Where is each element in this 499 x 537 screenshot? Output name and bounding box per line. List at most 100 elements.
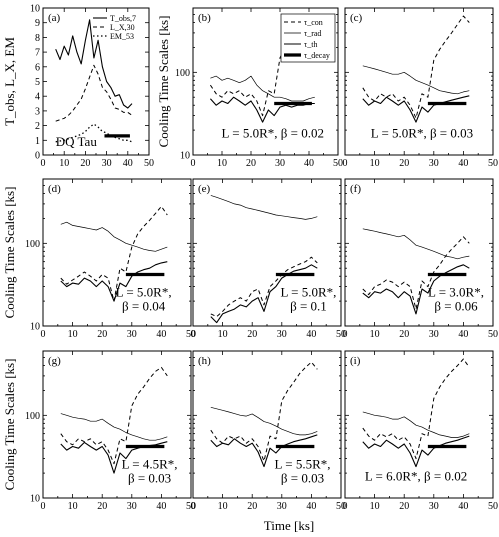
x-tick-label: 40 xyxy=(306,501,316,512)
y-tick-label: 0 xyxy=(35,151,40,162)
panel-annotation: L = 5.0R*, xyxy=(280,285,336,300)
y-tick-label: 1 xyxy=(35,136,40,147)
series-line-b--th xyxy=(209,96,315,123)
x-tick-label: 40 xyxy=(156,329,166,340)
x-tick-label: 10 xyxy=(370,158,380,169)
x-tick-label: 20 xyxy=(246,158,256,169)
series-line-h--con xyxy=(210,361,318,462)
series-line-h--rad xyxy=(210,406,318,436)
y-tick-label: 10 xyxy=(30,4,40,15)
x-tick-label: 40 xyxy=(458,329,468,340)
y-tick-label: 10 xyxy=(180,151,190,162)
x-tick-label: 50 xyxy=(186,501,196,512)
x-tick-label: 0 xyxy=(343,158,348,169)
series-line-g--rad xyxy=(60,413,168,441)
series-line-g--con xyxy=(60,366,168,465)
panel-annotation-line2: β = 0.03 xyxy=(281,471,324,486)
y-tick-label: 100 xyxy=(25,239,40,250)
panel-annotation: L = 5.0R*, β = 0.03 xyxy=(371,125,473,140)
y-tick-label: 100 xyxy=(175,68,190,79)
x-tick-label: 10 xyxy=(218,329,228,340)
panel-annotation: DQ Tau xyxy=(56,134,98,149)
series-line-f--th xyxy=(362,264,470,315)
x-tick-label: 50 xyxy=(144,158,154,169)
y-tick-label: 6 xyxy=(35,62,40,73)
panel-label: (g) xyxy=(48,355,61,367)
x-tick-label: 30 xyxy=(127,329,137,340)
x-tick-label: 10 xyxy=(68,501,78,512)
x-tick-label: 0 xyxy=(343,501,348,512)
x-tick-label: 0 xyxy=(343,329,348,340)
legend-label-rad: τ_rad xyxy=(304,29,321,38)
x-tick-label: 40 xyxy=(458,501,468,512)
series-line-a-EM-53 xyxy=(55,123,133,143)
legend-label-con: τ_con xyxy=(304,18,323,27)
series-line-c--rad xyxy=(362,65,470,95)
x-tick-label: 50 xyxy=(336,501,346,512)
panel-label: (b) xyxy=(198,12,211,24)
panel-h: 0 10 20 30 40 50 (h) L = 5.5R*,β = 0.03 xyxy=(191,350,346,512)
x-tick-label: 0 xyxy=(41,158,46,169)
panel-i: 0 10 20 30 40 50 (i) L = 6.0R*, β = 0.02 xyxy=(343,350,498,512)
obs-legend-label-LX: L_X,30 xyxy=(110,23,135,32)
panel-d-frame xyxy=(42,178,192,327)
x-tick-label: 50 xyxy=(186,329,196,340)
series-line-c--con xyxy=(362,15,470,119)
panel-annotation: L = 5.0R*, β = 0.02 xyxy=(222,125,324,140)
panel-label: (a) xyxy=(48,12,61,24)
x-tick-label: 20 xyxy=(247,329,257,340)
x-tick-label: 0 xyxy=(41,329,46,340)
x-tick-label: 10 xyxy=(59,158,69,169)
series-line-i--th xyxy=(362,435,470,468)
legend-label-th: τ_th xyxy=(304,40,317,49)
series-line-a-T-obs-7 xyxy=(55,19,133,109)
obs-legend-label-T: T_obs,7 xyxy=(110,14,136,23)
series-line-d--th xyxy=(60,261,168,302)
y-tick-label: 2 xyxy=(35,121,40,132)
obs-legend-label-EM: EM_53 xyxy=(110,32,134,41)
x-tick-label: 50 xyxy=(488,501,498,512)
x-tick-label: 10 xyxy=(68,329,78,340)
panel-label: (i) xyxy=(350,355,361,367)
x-tick-label: 50 xyxy=(333,158,343,169)
x-axis-title: Time [ks] xyxy=(264,518,314,533)
y-tick-label: 100 xyxy=(25,411,40,422)
x-tick-label: 30 xyxy=(429,329,439,340)
x-tick-label: 30 xyxy=(429,501,439,512)
panel-annotation-line2: β = 0.04 xyxy=(122,299,166,314)
panel-annotation: L = 5.0R*, xyxy=(116,285,172,300)
panel-label: (c) xyxy=(350,12,363,24)
series-line-b--rad xyxy=(210,75,315,102)
x-tick-label: 30 xyxy=(429,158,439,169)
x-tick-label: 0 xyxy=(191,158,196,169)
series-line-e--th xyxy=(210,264,318,324)
x-tick-label: 10 xyxy=(217,158,227,169)
panel-annotation: L = 5.5R*, xyxy=(275,457,331,472)
panel-label: (e) xyxy=(198,183,211,195)
x-tick-label: 30 xyxy=(275,158,285,169)
series-line-a-L-X-30 xyxy=(55,64,133,122)
x-tick-label: 30 xyxy=(277,501,287,512)
series-line-e--con xyxy=(210,256,318,318)
panel-annotation-line2: β = 0.03 xyxy=(128,471,171,486)
x-tick-label: 10 xyxy=(370,329,380,340)
x-tick-label: 30 xyxy=(277,329,287,340)
x-tick-label: 40 xyxy=(123,158,133,169)
panel-label: (h) xyxy=(198,355,211,367)
x-tick-label: 0 xyxy=(191,501,196,512)
series-line-d--rad xyxy=(60,221,168,252)
y-axis-title-row3: Cooling Time Scales [ks] xyxy=(2,359,17,491)
x-tick-label: 50 xyxy=(488,158,498,169)
y-tick-label: 9 xyxy=(35,18,40,29)
x-tick-label: 20 xyxy=(399,501,409,512)
x-tick-label: 40 xyxy=(304,158,314,169)
legend-box xyxy=(280,13,336,63)
series-line-c--th xyxy=(362,95,470,123)
panel-annotation: L = 3.0R*, xyxy=(428,285,484,300)
y-tick-label: 10 xyxy=(30,322,40,333)
x-tick-label: 10 xyxy=(370,501,380,512)
